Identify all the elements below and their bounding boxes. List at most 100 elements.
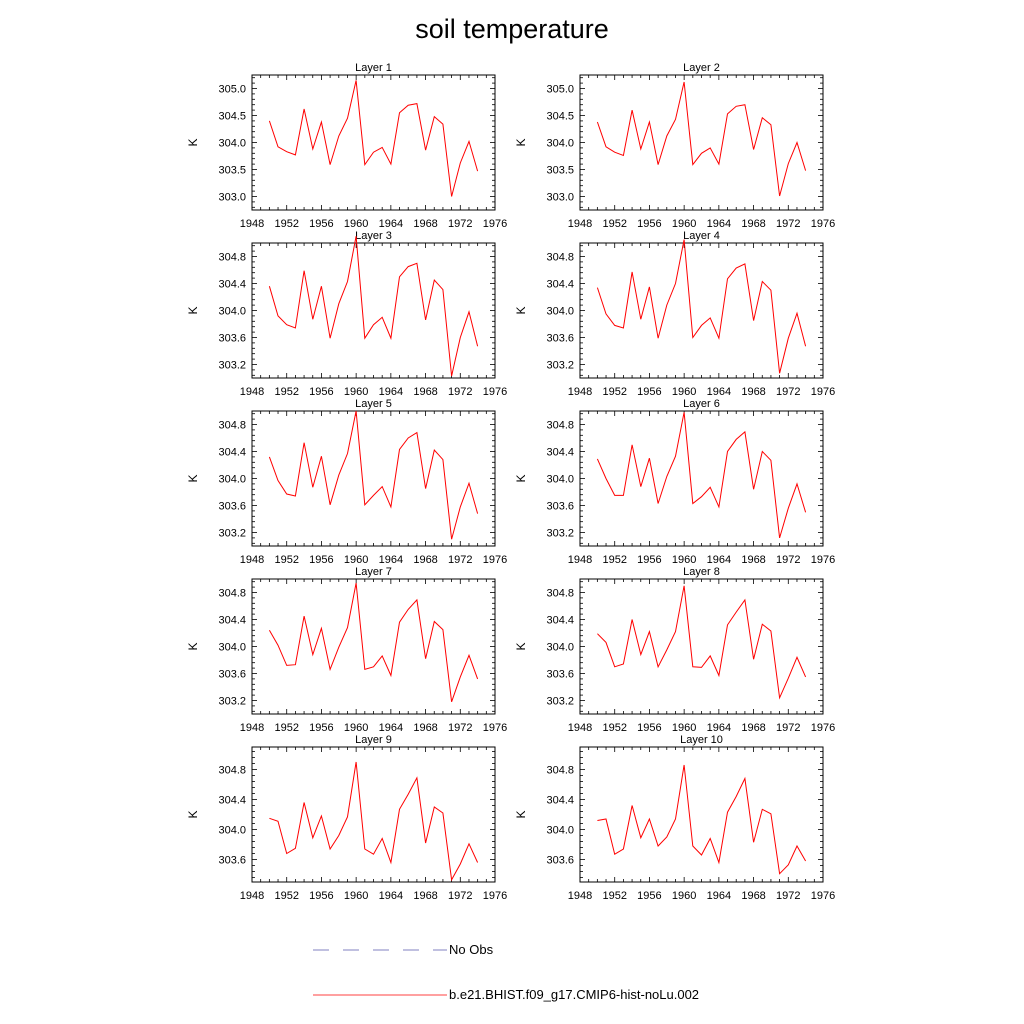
series-line <box>596 412 807 539</box>
y-tick-label: 303.6 <box>218 855 246 867</box>
y-tick-label: 304.4 <box>546 795 574 807</box>
x-tick-label: 1968 <box>741 218 765 230</box>
x-tick-label: 1956 <box>637 218 661 230</box>
x-tick-label: 1968 <box>413 722 437 734</box>
y-axis-label: K <box>514 306 528 314</box>
y-axis-label: K <box>186 642 200 650</box>
y-tick-label: 303.5 <box>546 165 574 177</box>
y-tick-label: 304.8 <box>218 420 246 432</box>
x-tick-label: 1968 <box>741 386 765 398</box>
x-tick-label: 1964 <box>379 890 403 902</box>
x-tick-label: 1948 <box>568 722 592 734</box>
chart-title: Layer 10 <box>680 734 723 746</box>
y-tick-label: 304.4 <box>218 795 246 807</box>
chart-title: Layer 6 <box>683 398 720 410</box>
x-tick-label: 1968 <box>413 554 437 566</box>
x-tick-label: 1972 <box>448 386 472 398</box>
y-tick-label: 305.0 <box>546 84 574 96</box>
y-tick-label: 304.0 <box>546 306 574 318</box>
series-line <box>597 585 807 700</box>
x-tick-label: 1972 <box>776 218 800 230</box>
y-tick-label: 303.0 <box>218 192 246 204</box>
chart-title: Layer 3 <box>355 230 392 242</box>
x-tick-label: 1952 <box>274 386 298 398</box>
y-tick-label: 304.8 <box>218 765 246 777</box>
chart-layer-8: Layer 8 K 1948 1952 1956 1960 1964 1968 1972 1976… <box>514 566 835 734</box>
x-tick-label: 1948 <box>240 218 264 230</box>
x-tick-label: 1960 <box>344 722 368 734</box>
x-tick-label: 1976 <box>811 218 835 230</box>
x-tick-label: 1976 <box>483 554 507 566</box>
x-tick-label: 1960 <box>672 890 696 902</box>
y-tick-label: 304.0 <box>546 825 574 837</box>
x-tick-label: 1964 <box>379 386 403 398</box>
y-tick-label: 304.8 <box>218 252 246 264</box>
y-tick-label: 304.8 <box>546 252 574 264</box>
y-tick-label: 303.2 <box>218 528 246 540</box>
y-tick-label: 304.8 <box>218 588 246 600</box>
y-axis-label: K <box>514 138 528 146</box>
chart-title: Layer 9 <box>355 734 392 746</box>
x-tick-label: 1976 <box>811 722 835 734</box>
x-tick-label: 1956 <box>637 890 661 902</box>
y-tick-label: 304.0 <box>546 138 574 150</box>
y-tick-label: 303.2 <box>218 696 246 708</box>
x-tick-label: 1972 <box>776 386 800 398</box>
y-axis-label: K <box>186 138 200 146</box>
x-tick-label: 1968 <box>741 890 765 902</box>
x-tick-label: 1972 <box>776 554 800 566</box>
chart-layer-6: Layer 6 K 1948 1952 1956 1960 1964 1968 1972 1976… <box>514 398 835 566</box>
y-tick-label: 304.0 <box>218 642 246 654</box>
chart-layer-5: Layer 5 K 1948 1952 1956 1960 1964 1968 1972 1976… <box>186 398 507 566</box>
x-tick-label: 1956 <box>309 722 333 734</box>
series-line <box>268 80 479 197</box>
y-tick-label: 304.0 <box>218 138 246 150</box>
x-tick-label: 1976 <box>483 890 507 902</box>
page-title: soil temperature <box>415 14 609 44</box>
x-tick-label: 1956 <box>637 554 661 566</box>
x-tick-label: 1956 <box>637 722 661 734</box>
x-tick-label: 1964 <box>707 722 731 734</box>
x-tick-label: 1976 <box>811 386 835 398</box>
x-tick-label: 1948 <box>240 386 264 398</box>
x-tick-label: 1964 <box>707 554 731 566</box>
x-tick-label: 1964 <box>379 554 403 566</box>
x-tick-label: 1964 <box>707 890 731 902</box>
series-line <box>269 761 479 882</box>
x-tick-label: 1972 <box>448 554 472 566</box>
chart-title: Layer 7 <box>355 566 392 578</box>
y-tick-label: 304.4 <box>218 279 246 291</box>
y-tick-label: 304.8 <box>546 765 574 777</box>
chart-layer-10: Layer 10 K 1948 1952 1956 1960 1964 1968 1972 197… <box>514 734 835 902</box>
chart-layer-2: Layer 2 K 1948 1952 1956 1960 1964 1968 1972 1976… <box>514 62 835 230</box>
series-line <box>597 764 807 875</box>
y-axis-label: K <box>514 810 528 818</box>
y-axis-label: K <box>514 642 528 650</box>
plot-frame <box>579 746 824 883</box>
x-tick-label: 1952 <box>602 554 626 566</box>
y-tick-label: 303.2 <box>546 360 574 372</box>
plot-frame <box>579 74 824 211</box>
y-tick-label: 304.8 <box>546 588 574 600</box>
x-tick-label: 1968 <box>413 890 437 902</box>
y-tick-label: 304.0 <box>218 306 246 318</box>
series-line <box>268 583 479 702</box>
x-tick-label: 1976 <box>811 890 835 902</box>
x-tick-label: 1960 <box>672 722 696 734</box>
x-tick-label: 1964 <box>379 722 403 734</box>
chart-layer-3: Layer 3 K 1948 1952 1956 1960 1964 1968 1972 1976… <box>186 230 507 398</box>
y-tick-label: 304.0 <box>218 825 246 837</box>
y-tick-label: 303.6 <box>218 669 246 681</box>
plot-frame <box>579 578 824 715</box>
plot-frame <box>251 74 496 211</box>
y-tick-label: 304.8 <box>546 420 574 432</box>
y-tick-label: 303.6 <box>546 669 574 681</box>
y-tick-label: 303.2 <box>218 360 246 372</box>
y-tick-label: 303.5 <box>218 165 246 177</box>
x-tick-label: 1956 <box>309 218 333 230</box>
y-tick-label: 305.0 <box>218 84 246 96</box>
x-tick-label: 1952 <box>602 722 626 734</box>
chart-layer-9: Layer 9 K 1948 1952 1956 1960 1964 1968 1972 1976… <box>186 734 507 902</box>
x-tick-label: 1972 <box>448 890 472 902</box>
plot-frame <box>579 410 824 547</box>
